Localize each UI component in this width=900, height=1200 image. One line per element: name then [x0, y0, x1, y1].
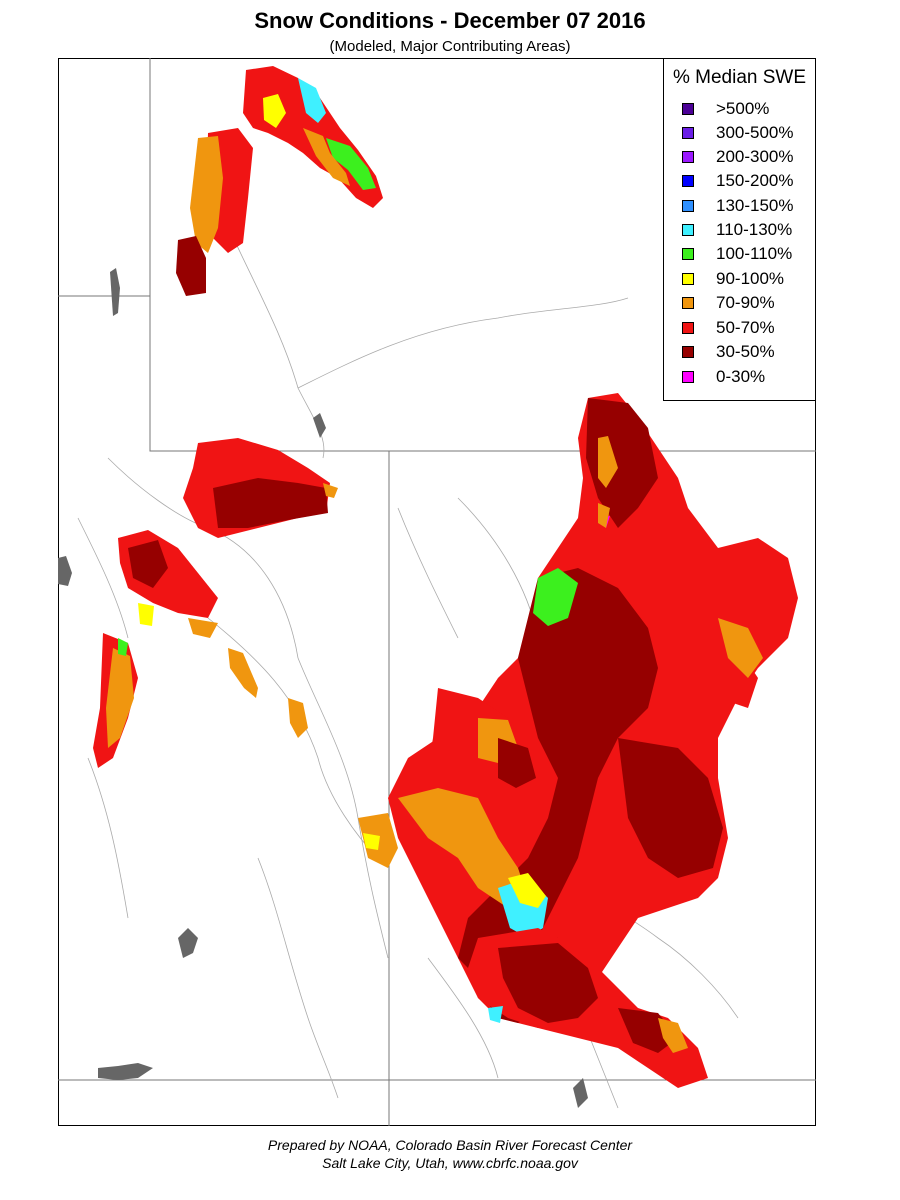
legend-item: 90-100%: [682, 269, 784, 289]
legend-swatch: [682, 297, 694, 309]
legend-item: 100-110%: [682, 244, 792, 264]
map-title: Snow Conditions - December 07 2016: [254, 8, 646, 33]
legend-label: >500%: [716, 99, 770, 118]
map-canvas: [58, 58, 816, 1126]
legend-item: 130-150%: [682, 196, 794, 216]
snow-region-yampa: [93, 438, 338, 768]
legend: % Median SWE >500% 300-500% 200-300% 150…: [663, 58, 816, 401]
legend-swatch: [682, 322, 694, 334]
legend-label: 90-100%: [716, 269, 785, 288]
legend-item: 110-130%: [682, 220, 792, 240]
legend-label: 50-70%: [716, 318, 775, 337]
legend-swatch: [682, 127, 694, 139]
map-subtitle: (Modeled, Major Contributing Areas): [329, 38, 571, 55]
legend-item: 70-90%: [682, 293, 775, 313]
legend-swatch: [682, 103, 694, 115]
snow-region-sanjuan: [468, 928, 708, 1088]
legend-swatch: [682, 346, 694, 358]
legend-item: 0-30%: [682, 367, 765, 387]
legend-item: 200-300%: [682, 147, 794, 167]
legend-label: 300-500%: [716, 123, 794, 142]
legend-label: 110-130%: [716, 220, 793, 239]
legend-label: 200-300%: [716, 147, 794, 166]
legend-item: 30-50%: [682, 342, 775, 362]
legend-swatch: [682, 273, 694, 285]
legend-swatch: [682, 200, 694, 212]
legend-swatch: [682, 224, 694, 236]
footer-credit: Prepared by NOAA, Colorado Basin River F…: [267, 1137, 633, 1153]
legend-swatch: [682, 248, 694, 260]
legend-item: 150-200%: [682, 171, 794, 191]
legend-swatch: [682, 151, 694, 163]
legend-item: 50-70%: [682, 318, 775, 338]
legend-swatch: [682, 175, 694, 187]
snow-region-gunnison: [358, 688, 548, 938]
legend-label: 100-110%: [716, 244, 793, 263]
snow-region-north: [176, 66, 383, 296]
legend-item: 300-500%: [682, 123, 794, 143]
lakes: [58, 268, 588, 1108]
legend-item: >500%: [682, 99, 769, 119]
legend-label: 30-50%: [716, 342, 775, 361]
legend-label: 70-90%: [716, 293, 775, 312]
legend-swatch: [682, 371, 694, 383]
legend-label: 150-200%: [716, 171, 794, 190]
footer-website: Salt Lake City, Utah, www.cbrfc.noaa.gov: [322, 1155, 578, 1171]
legend-label: 130-150%: [716, 196, 794, 215]
legend-label: 0-30%: [716, 367, 766, 386]
legend-title: % Median SWE: [672, 67, 807, 88]
